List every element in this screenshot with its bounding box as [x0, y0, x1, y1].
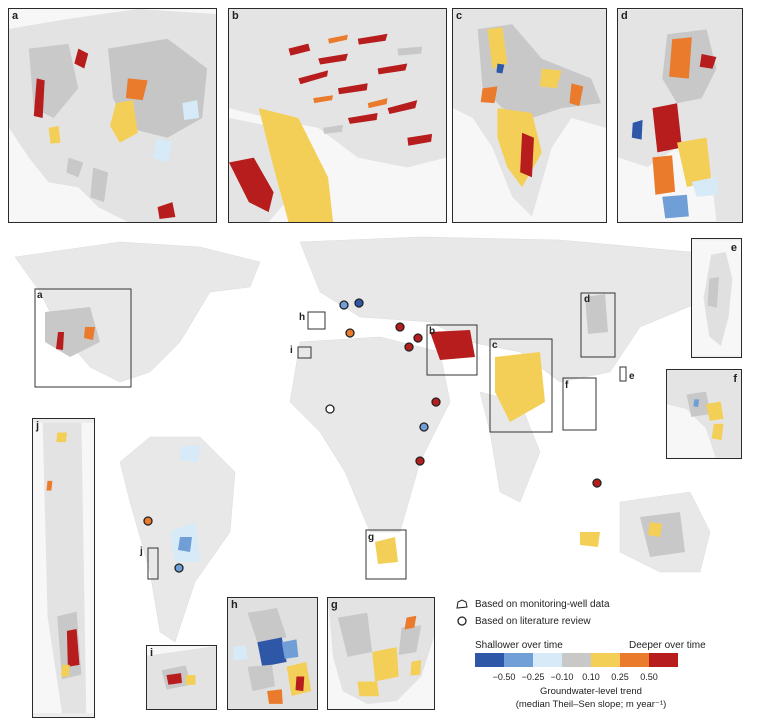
panel-label-b: b: [232, 10, 239, 22]
locator-label-i: i: [290, 345, 293, 356]
inset-panel-g: g: [327, 597, 435, 710]
inset-map-h: [228, 598, 317, 709]
panel-label-d: d: [621, 10, 628, 22]
inset-panel-j: j: [32, 418, 95, 718]
panel-label-h: h: [231, 599, 238, 611]
inset-panel-e: e: [691, 238, 742, 358]
legend-color-bar: [475, 653, 678, 667]
locator-label-b: b: [429, 326, 436, 337]
locator-label-d: d: [584, 294, 591, 305]
legend-monitoring-label: Based on monitoring-well data: [475, 598, 610, 610]
legend-monitoring-row: Based on monitoring-well data: [455, 598, 610, 610]
legend-tick-5: 0.25: [611, 672, 629, 682]
inset-map-a: [9, 9, 216, 222]
panel-label-j: j: [36, 420, 40, 432]
inset-map-j: [33, 422, 94, 714]
legend-tick-4: 0.10: [582, 672, 600, 682]
legend-swatch-2: [504, 653, 533, 667]
legend-swatch-1: [475, 653, 504, 667]
legend-tick-2: −0.25: [521, 672, 545, 682]
panel-label-e: e: [730, 242, 737, 254]
inset-map-e: [692, 240, 741, 356]
inset-panel-c: c: [452, 8, 607, 223]
inset-panel-d: d: [617, 8, 743, 223]
legend-tick-3: −0.10: [550, 672, 574, 682]
legend-swatch-3: [533, 653, 562, 667]
locator-label-h: h: [299, 312, 306, 323]
inset-panel-h: h: [227, 597, 318, 710]
panel-label-g: g: [331, 599, 338, 611]
legend-literature-label: Based on literature review: [475, 615, 591, 627]
panel-label-a: a: [12, 10, 19, 22]
legend: Based on monitoring-well data Based on l…: [455, 598, 755, 718]
locator-label-j: j: [140, 546, 143, 557]
legend-swatch-6: [620, 653, 649, 667]
panel-label-i: i: [150, 647, 154, 659]
legend-deeper-label: Deeper over time: [629, 640, 706, 651]
legend-tick-1: −0.50: [492, 672, 516, 682]
monitoring-outline-icon: [456, 599, 468, 609]
inset-map-g: [328, 598, 434, 709]
panel-label-c: c: [456, 10, 463, 22]
locator-label-a: a: [37, 290, 43, 301]
legend-swatch-5: [591, 653, 620, 667]
inset-map-f: [667, 370, 741, 458]
world-map: [14, 236, 741, 643]
literature-circle-icon: [457, 616, 467, 626]
inset-panel-a: a: [8, 8, 217, 223]
inset-map-i: [147, 646, 216, 709]
legend-literature-row: Based on literature review: [455, 615, 591, 627]
legend-title: Groundwater-level trend: [540, 686, 642, 697]
panel-label-f: f: [733, 373, 737, 385]
inset-panel-i: i: [146, 645, 217, 710]
legend-tick-6: 0.50: [640, 672, 658, 682]
inset-panel-f: f: [666, 369, 742, 459]
legend-swatch-7: [649, 653, 678, 667]
inset-panel-b: b: [228, 8, 447, 223]
legend-subtitle: (median Theil–Sen slope; m year⁻¹): [515, 699, 667, 710]
legend-swatch-4: [562, 653, 591, 667]
inset-map-b: [229, 9, 446, 222]
locator-label-e: e: [629, 371, 635, 382]
inset-map-d: [618, 9, 742, 222]
locator-label-c: c: [492, 340, 498, 351]
legend-shallower-label: Shallower over time: [475, 640, 563, 651]
locator-label-g: g: [368, 532, 375, 543]
locator-label-f: f: [565, 380, 569, 391]
inset-map-c: [453, 9, 606, 222]
